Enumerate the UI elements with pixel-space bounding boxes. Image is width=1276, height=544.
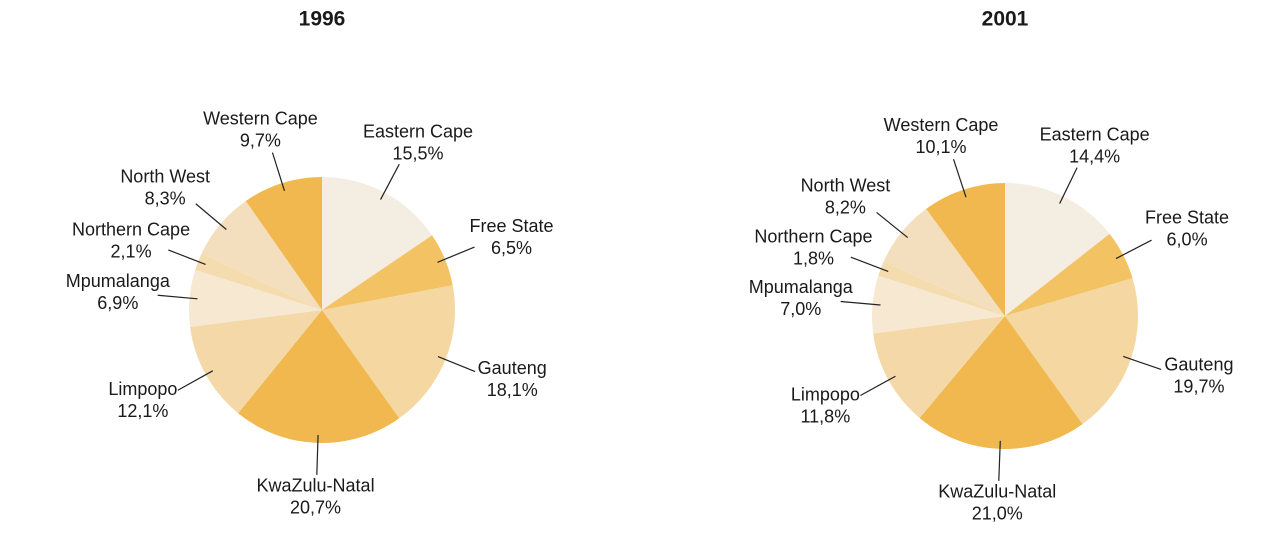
leader-line [316, 434, 319, 475]
slice-label: Eastern Cape [363, 122, 473, 142]
slice-value-label: 15,5% [392, 144, 443, 164]
slice-label: Limpopo [108, 379, 177, 399]
pie-slice [322, 285, 455, 419]
slice-label: KwaZulu-Natal [257, 476, 375, 496]
chart-title: 2001 [982, 8, 1029, 31]
slice-value-label: 6,9% [97, 293, 138, 313]
leader-line [271, 152, 286, 191]
slice-value-label: 1,8% [793, 249, 834, 269]
pie-slice [919, 316, 1083, 449]
slice-value-label: 10,1% [916, 137, 967, 157]
chart-title: 1996 [299, 8, 346, 31]
slice-value-label: 6,5% [491, 238, 532, 258]
leader-line [952, 159, 967, 198]
leader-line [168, 249, 206, 266]
slice-label: KwaZulu-Natal [938, 482, 1056, 502]
pie-slice [201, 200, 322, 310]
slice-value-label: 11,8% [801, 406, 851, 426]
leader-line [850, 256, 889, 273]
slice-value-label: 14,4% [1069, 147, 1120, 167]
pie-slice [926, 183, 1005, 316]
leader-line [437, 246, 475, 263]
pie-slice [1005, 233, 1133, 316]
slice-value-label: 21,0% [972, 504, 1023, 524]
slice-label: Gauteng [478, 358, 547, 378]
pie-slice [245, 177, 322, 310]
leader-line [1059, 167, 1078, 204]
slice-label: Eastern Cape [1040, 125, 1150, 145]
leader-line [1115, 239, 1152, 260]
pie-slice [1005, 278, 1138, 425]
slice-label: Northern Cape [754, 227, 872, 247]
leader-line [1123, 355, 1162, 371]
pie-slice [238, 310, 400, 444]
slice-value-label: 18,1% [487, 380, 538, 400]
pie-slice [878, 261, 1005, 316]
leader-line [876, 211, 909, 239]
slice-label: Western Cape [884, 115, 999, 135]
slice-label: North West [801, 176, 891, 196]
slice-value-label: 2,1% [111, 241, 152, 261]
pie-slice [190, 310, 322, 414]
slice-label: Mpumalanga [749, 277, 854, 297]
slice-value-label: 19,7% [1173, 377, 1224, 397]
leader-line [157, 294, 198, 300]
leader-line [177, 370, 214, 391]
slice-label: Free State [469, 216, 553, 236]
leader-line [860, 375, 896, 397]
slice-value-label: 8,2% [825, 198, 866, 218]
pie-slice [189, 269, 322, 327]
slice-value-label: 9,7% [240, 130, 281, 150]
slice-label: North West [120, 167, 210, 187]
slice-label: Northern Cape [72, 219, 190, 239]
slice-value-label: 20,7% [290, 498, 341, 518]
leader-line [998, 440, 1001, 481]
leader-line [195, 203, 227, 230]
leader-line [380, 163, 400, 200]
slice-label: Gauteng [1164, 355, 1233, 375]
slice-label: Mpumalanga [66, 271, 171, 291]
pie-slice [872, 275, 1005, 334]
slice-value-label: 12,1% [117, 401, 168, 421]
slice-value-label: 8,3% [145, 189, 186, 209]
slice-value-label: 7,0% [780, 299, 821, 319]
slice-value-label: 6,0% [1167, 229, 1208, 249]
pie-slice [883, 208, 1005, 316]
slice-label: Western Cape [203, 108, 318, 128]
leader-line [437, 356, 476, 373]
slice-label: Limpopo [791, 384, 860, 404]
slice-label: Free State [1145, 207, 1229, 227]
pie-slice [322, 177, 433, 310]
leader-line [840, 300, 881, 306]
pie-slice [195, 253, 322, 310]
pie-slice [322, 235, 453, 310]
pie-slice [1005, 183, 1110, 316]
pie-slice [873, 316, 1005, 418]
